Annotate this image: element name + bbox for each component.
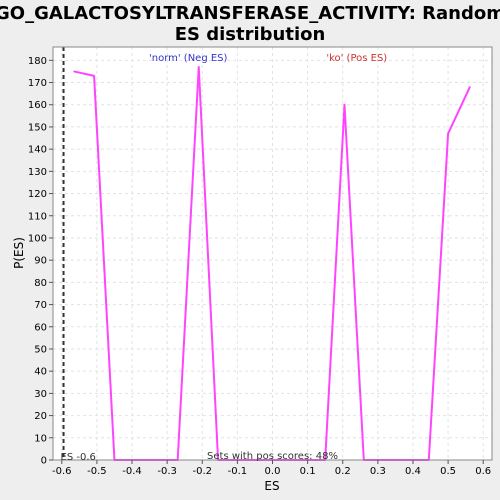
x-tick-label: -0.2 bbox=[193, 466, 213, 477]
pos-es-annotation: 'ko' (Pos ES) bbox=[326, 53, 387, 64]
y-tick-label: 110 bbox=[28, 211, 47, 222]
x-tick-label: -0.3 bbox=[157, 466, 177, 477]
y-tick-label: 120 bbox=[28, 189, 47, 200]
y-tick-label: 60 bbox=[34, 322, 47, 333]
x-axis-label: ES bbox=[264, 479, 279, 493]
data-point bbox=[73, 70, 75, 73]
y-tick-label: 0 bbox=[41, 456, 47, 467]
y-tick-label: 170 bbox=[28, 78, 47, 89]
x-tick-label: 0.2 bbox=[335, 466, 351, 477]
pos-scores-annotation: Sets with pos scores: 48% bbox=[207, 451, 338, 462]
y-tick-label: 80 bbox=[34, 278, 47, 289]
data-point bbox=[469, 86, 471, 88]
data-point bbox=[447, 132, 449, 135]
y-tick-label: 90 bbox=[34, 256, 47, 267]
x-tick-label: -0.5 bbox=[87, 466, 107, 477]
y-tick-label: 30 bbox=[34, 389, 47, 400]
y-tick-label: 140 bbox=[28, 145, 47, 156]
es-line-label: ES -0.6 bbox=[61, 452, 96, 463]
x-tick-label: 0.6 bbox=[475, 466, 491, 477]
y-tick-label: 10 bbox=[34, 433, 47, 444]
x-tick-label: 0.0 bbox=[265, 466, 281, 477]
y-axis-label: P(ES) bbox=[12, 237, 26, 269]
data-point bbox=[93, 75, 95, 77]
neg-es-annotation: 'norm' (Neg ES) bbox=[149, 53, 228, 64]
y-tick-label: 100 bbox=[28, 233, 47, 244]
data-point bbox=[343, 103, 346, 106]
grid-layer bbox=[53, 47, 492, 461]
x-tick-label: -0.1 bbox=[228, 466, 248, 477]
x-tick-label: 0.1 bbox=[300, 466, 316, 477]
x-tick-label: -0.4 bbox=[122, 466, 142, 477]
y-axis-ticks: 0 10 20 30 40 50 60 70 80 90 100 110 120 130 140 150 160… bbox=[28, 56, 53, 467]
y-tick-label: 40 bbox=[34, 367, 47, 378]
y-tick-label: 130 bbox=[28, 167, 47, 178]
x-axis-ticks: -0.6 -0.5 -0.4 -0.3 -0.2 -0.1 0.0 0.1 0.2 0.3 0.4 0… bbox=[52, 460, 491, 477]
y-tick-label: 180 bbox=[28, 56, 47, 67]
y-tick-label: 160 bbox=[28, 100, 47, 111]
data-point bbox=[197, 66, 200, 68]
x-tick-label: 0.4 bbox=[405, 466, 421, 477]
chart-title-line-2: ES distribution bbox=[175, 24, 326, 45]
y-tick-label: 70 bbox=[34, 300, 47, 311]
x-tick-label: -0.6 bbox=[52, 466, 72, 477]
x-tick-label: 0.3 bbox=[370, 466, 386, 477]
y-tick-label: 50 bbox=[34, 344, 47, 355]
x-tick-label: 0.5 bbox=[440, 466, 456, 477]
y-tick-label: 150 bbox=[28, 122, 47, 133]
chart-title-line-1: GO_GALACTOSYLTRANSFERASE_ACTIVITY: Rando… bbox=[0, 3, 500, 24]
y-tick-label: 20 bbox=[34, 411, 47, 422]
